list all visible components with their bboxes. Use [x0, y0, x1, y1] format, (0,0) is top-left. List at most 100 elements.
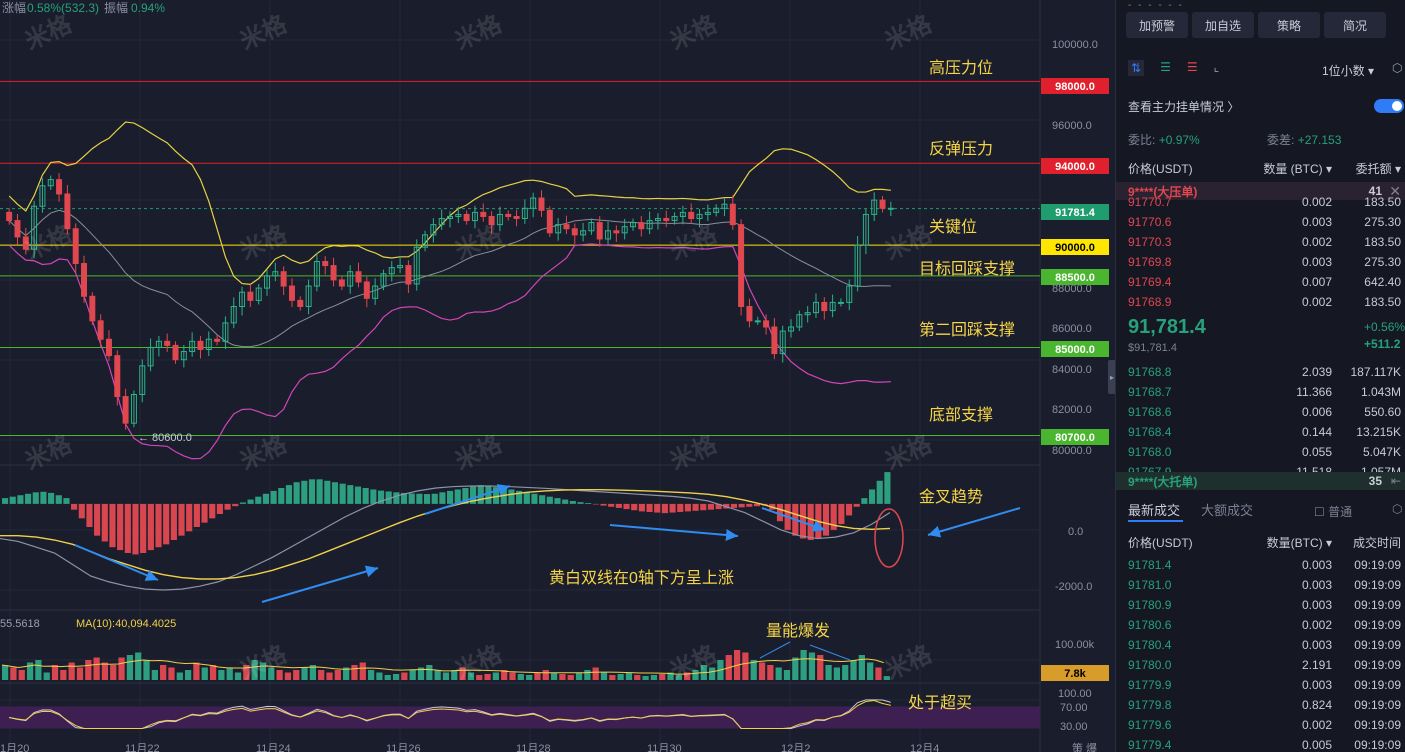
annotation-high-pressure: 高压力位 [929, 59, 993, 77]
trade-row[interactable]: 91781.4 0.003 09:19:09 [1128, 555, 1401, 575]
view-main-orders-label: 查看主力挂单情况 [1128, 100, 1225, 114]
macd-histogram-bar [531, 493, 538, 504]
tab-latest-trades[interactable]: 最新成交 [1128, 503, 1181, 518]
trade-row[interactable]: 91779.4 0.005 09:19:09 [1128, 735, 1401, 752]
trade-qty-header[interactable]: 数量(BTC) ▾ [1266, 535, 1332, 550]
ask-row-qty: 0.002 [1301, 295, 1332, 309]
bid-row[interactable]: 91768.0 0.055 5.047K [1128, 442, 1401, 462]
main-orders-toggle[interactable] [1374, 99, 1404, 113]
bids-view-icon[interactable]: ☰ [1160, 60, 1171, 74]
bid-row[interactable]: 91768.7 11.366 1.043M [1128, 382, 1401, 402]
macd-histogram-bar [462, 488, 469, 504]
trade-row[interactable]: 91779.9 0.003 09:19:09 [1128, 675, 1401, 695]
trade-row[interactable]: 91781.0 0.003 09:19:09 [1128, 575, 1401, 595]
amount-column-header[interactable]: 委托额 ▾ [1355, 161, 1401, 176]
trade-row[interactable]: 91780.6 0.002 09:19:09 [1128, 615, 1401, 635]
panel-top-dots: - - - - - - [1128, 0, 1184, 11]
ask-row[interactable]: 91769.8 0.003 275.30 [1128, 252, 1401, 272]
candle-body [388, 267, 395, 275]
expand-view-icon[interactable]: ⌞ [1213, 60, 1220, 74]
strategy-button[interactable]: 策略 [1258, 12, 1320, 38]
volume-bar [550, 672, 558, 680]
volume-bar [800, 650, 807, 680]
volume-bar [209, 665, 217, 680]
bid-row[interactable]: 91768.4 0.144 13.215K [1128, 422, 1401, 442]
trade-row[interactable]: 91779.8 0.824 09:19:09 [1128, 695, 1401, 715]
volume-bar [118, 657, 125, 680]
overview-button[interactable]: 简况 [1324, 12, 1386, 38]
trade-row[interactable]: 91779.6 0.002 09:19:09 [1128, 715, 1401, 735]
big-bid-row[interactable] [1116, 472, 1405, 490]
add-watchlist-button[interactable]: 加自选 [1192, 12, 1254, 38]
trade-row-time: 09:19:09 [1354, 698, 1401, 712]
bid-row-price: 91768.7 [1128, 385, 1172, 399]
qty-column-header[interactable]: 数量 (BTC) ▾ [1263, 161, 1332, 176]
ask-row[interactable]: 91770.7 0.002 183.50 [1128, 192, 1401, 212]
price-tag-label: 7.8k [1064, 668, 1086, 680]
volume-bar [442, 672, 450, 680]
both-sides-view-icon[interactable]: ⇅ [1128, 60, 1145, 76]
volume-bar [750, 660, 757, 680]
candle-body [713, 207, 720, 213]
volume-bar [451, 670, 458, 680]
volume-bar [526, 675, 533, 680]
macd-histogram-bar [738, 503, 745, 508]
macd-histogram-bar [193, 503, 200, 527]
macd-histogram-bar [431, 493, 438, 504]
candle-body [646, 220, 653, 230]
volume-bar [476, 675, 483, 680]
ask-row[interactable]: 91769.4 0.007 642.40 [1128, 272, 1401, 292]
big-ask-row[interactable] [1116, 182, 1405, 200]
macd-histogram-bar [884, 472, 891, 504]
ask-row[interactable]: 91770.3 0.002 183.50 [1128, 232, 1401, 252]
volume-bar [326, 672, 333, 680]
trade-row-price: 91779.9 [1128, 678, 1172, 692]
volume-bar [318, 670, 325, 680]
candle-body [230, 306, 237, 324]
trade-row-qty: 0.005 [1301, 738, 1332, 752]
trade-row[interactable]: 91780.9 0.003 09:19:09 [1128, 595, 1401, 615]
trade-row-price: 91779.4 [1128, 738, 1172, 752]
settings-hex-icon[interactable]: ⬡ [1392, 61, 1403, 75]
candle-body [463, 213, 470, 222]
macd-histogram-bar [516, 490, 523, 504]
annotation-bottom-support: 底部支撑 [929, 406, 993, 424]
trade-row[interactable]: 91780.0 2.191 09:19:09 [1128, 655, 1401, 675]
macd-histogram-bar [63, 498, 70, 504]
macd-histogram-bar [362, 488, 369, 504]
candle-body [172, 344, 179, 361]
macd-histogram-bar [255, 496, 262, 504]
big-ask-name: 9****(大压单) [1128, 184, 1198, 199]
candle-body [247, 291, 254, 301]
candle-body [81, 263, 88, 297]
trade-row[interactable]: 91780.4 0.003 09:19:09 [1128, 635, 1401, 655]
candle-body [779, 330, 786, 355]
ask-row[interactable]: 91770.6 0.003 275.30 [1128, 212, 1401, 232]
normal-filter-checkbox[interactable]: ☐ 普通 [1314, 505, 1353, 519]
volume-ma-line [1, 658, 884, 675]
candle-body [313, 260, 320, 287]
volume-bar [184, 670, 192, 680]
collapse-panel-toggle[interactable]: ▸ [1108, 360, 1116, 394]
precision-select[interactable]: 1位小数 ▾ [1322, 64, 1375, 78]
add-alert-button[interactable]: 加预警 [1126, 12, 1188, 38]
candle-body [214, 338, 221, 342]
trade-row-time: 09:19:09 [1354, 598, 1401, 612]
ask-row[interactable]: 91768.9 0.002 183.50 [1128, 292, 1401, 312]
bid-row[interactable]: 91768.6 0.006 550.60 [1128, 402, 1401, 422]
trades-settings-hex-icon[interactable]: ⬡ [1392, 502, 1403, 516]
collapse-big-bid-icon[interactable]: ⇤ [1390, 474, 1401, 488]
view-main-orders-link[interactable]: 查看主力挂单情况 〉 [1128, 100, 1240, 114]
candle-body [105, 338, 112, 357]
macd-histogram-bar [585, 503, 592, 504]
tab-large-trades[interactable]: 大额成交 [1201, 503, 1254, 518]
candle-body [222, 322, 229, 342]
volume-bar [351, 665, 358, 680]
macd-histogram-bar [861, 498, 868, 504]
bid-row[interactable]: 91768.8 2.039 187.117K [1128, 362, 1401, 382]
trade-price-header: 价格(USDT) [1128, 535, 1193, 550]
candle-body [130, 394, 137, 424]
asks-view-icon[interactable]: ☰ [1186, 60, 1198, 74]
close-big-ask-icon[interactable]: ✕ [1389, 182, 1401, 199]
